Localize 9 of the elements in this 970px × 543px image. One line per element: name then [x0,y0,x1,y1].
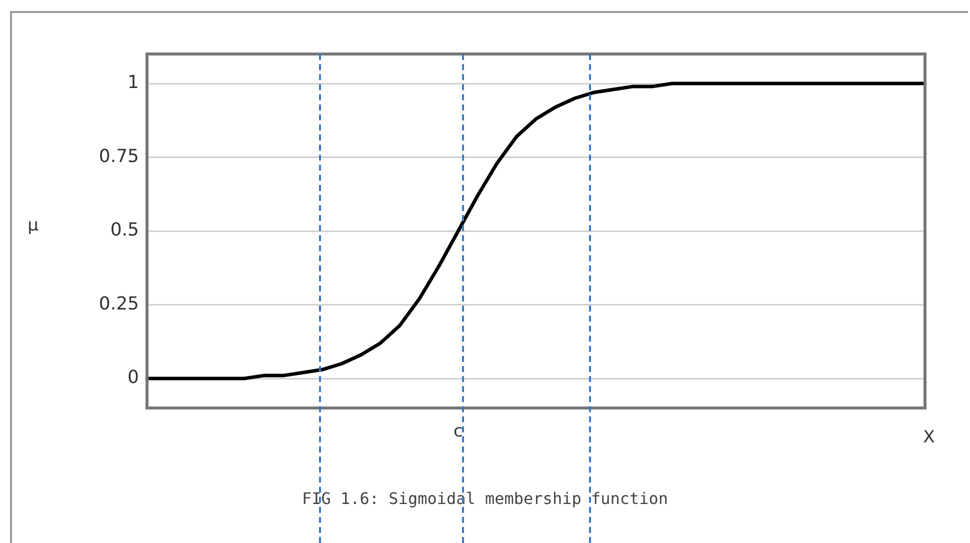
y-axis-title: μ [28,215,39,236]
x-tick-label: c [454,422,463,442]
y-tick-label: 0.75 [98,146,139,167]
y-tick-label: 1 [128,72,139,94]
y-tick-label: 0.5 [110,220,139,241]
x-axis-title: X [923,427,936,448]
caption: FIG 1.6: Sigmoidal membership function [302,489,668,508]
y-tick-label: 0.25 [98,293,139,314]
y-tick-label: 0 [128,367,139,388]
